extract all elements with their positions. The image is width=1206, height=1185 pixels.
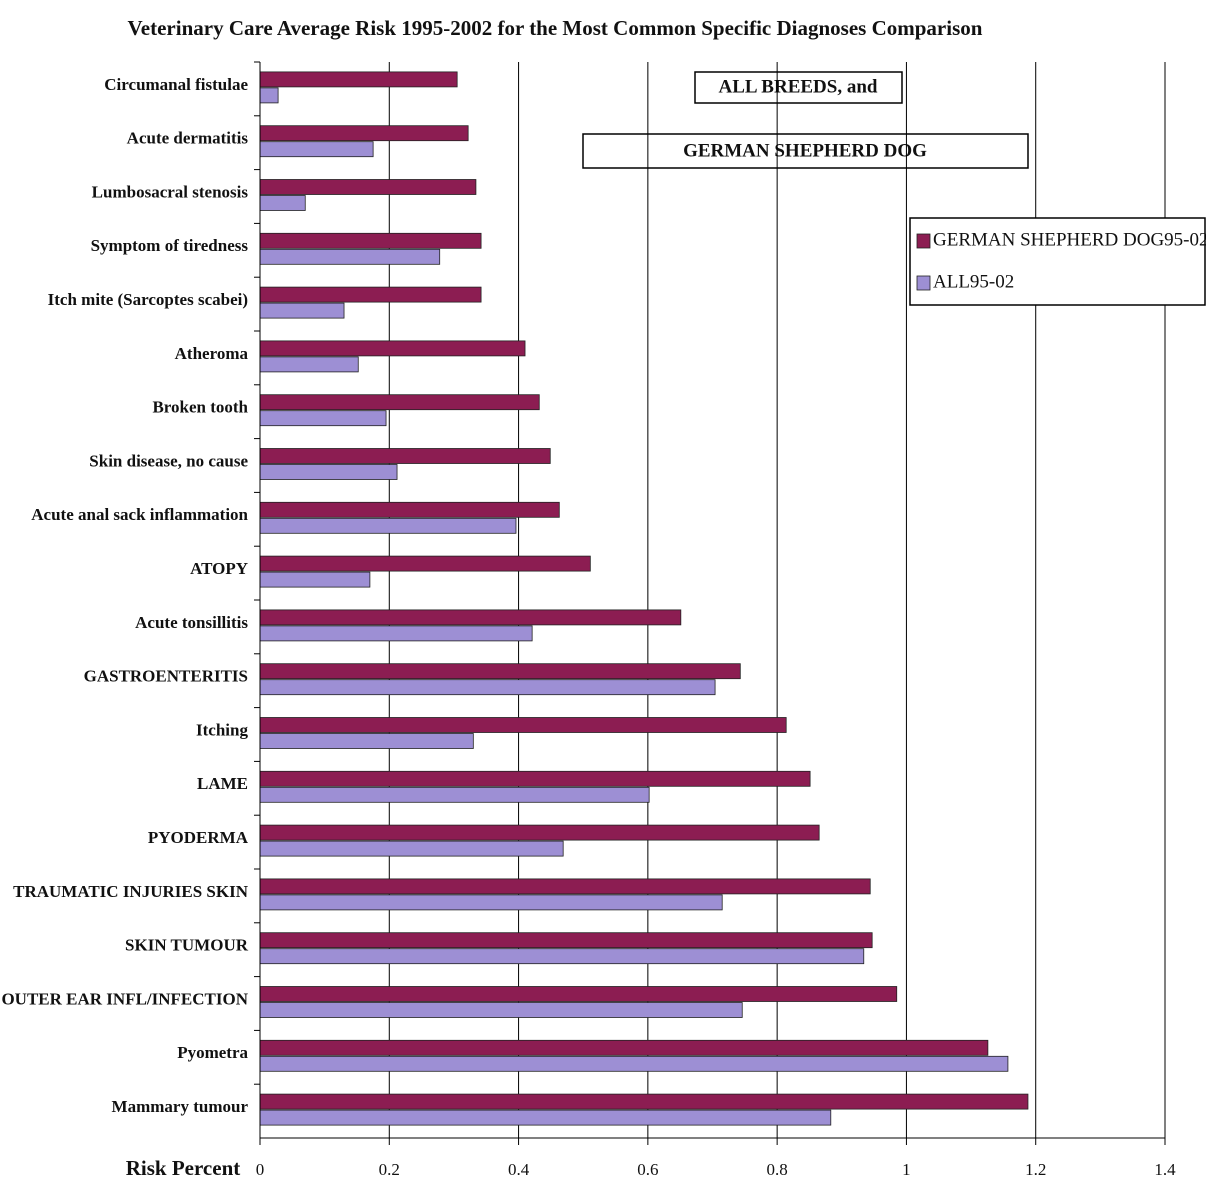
bar (259, 609, 682, 626)
y-tick-label: Atheroma (175, 344, 249, 363)
y-tick-label: Circumanal fistulae (104, 75, 248, 94)
annotation: ALL BREEDS, and (719, 76, 878, 97)
y-tick-label: LAME (197, 774, 248, 793)
y-tick-label: Acute dermatitis (127, 129, 249, 148)
y-tick-label: Skin disease, no cause (89, 451, 248, 470)
bar (259, 1109, 832, 1126)
x-tick-label: 0 (256, 1160, 265, 1179)
y-tick-label: Acute anal sack inflammation (31, 505, 248, 524)
bar (259, 878, 871, 895)
y-tick-label: OUTER EAR INFL/INFECTION (1, 989, 248, 1008)
legend-label: ALL95-02 (933, 271, 1014, 292)
bar (259, 410, 387, 427)
x-tick-label: 1.4 (1154, 1160, 1176, 1179)
bar (259, 286, 482, 303)
y-tick-label: ATOPY (190, 559, 248, 578)
bar (259, 179, 477, 195)
bar (259, 840, 564, 857)
bar (259, 448, 551, 464)
bar (259, 1093, 1029, 1110)
bar (259, 625, 533, 642)
bar (259, 356, 359, 373)
y-tick-label: GASTROENTERITIS (84, 667, 248, 686)
x-tick-label: 0.2 (379, 1160, 400, 1179)
bar (259, 302, 345, 319)
x-tick-label: 0.6 (637, 1160, 658, 1179)
bar (259, 195, 306, 211)
bar (259, 1039, 989, 1056)
x-tick-label: 1.2 (1025, 1160, 1046, 1179)
legend-label: GERMAN SHEPHERD DOG95-02 (933, 229, 1206, 250)
annotation-box (582, 133, 1029, 169)
y-tick-label: Lumbosacral stenosis (92, 182, 249, 201)
bar (259, 87, 279, 104)
bar (259, 340, 526, 357)
bar (259, 824, 820, 841)
bar (259, 248, 441, 265)
bar (259, 125, 469, 142)
legend-swatch (916, 233, 931, 249)
bar (259, 555, 591, 572)
legend-swatch (916, 275, 931, 291)
y-tick-label: TRAUMATIC INJURIES SKIN (13, 882, 249, 901)
x-tick-label: 0.8 (767, 1160, 788, 1179)
bar (259, 1055, 1009, 1072)
y-tick-label: Pyometra (177, 1043, 248, 1062)
bar (259, 679, 716, 696)
bar (259, 894, 723, 911)
y-tick-label: Mammary tumour (112, 1097, 249, 1116)
annotation: GERMAN SHEPHERD DOG (683, 140, 927, 161)
bar (259, 733, 474, 749)
bar (259, 464, 398, 480)
chart-title: Veterinary Care Average Risk 1995-2002 f… (128, 16, 983, 40)
bar (259, 517, 517, 534)
bar (259, 932, 873, 949)
x-tick-label: 1 (902, 1160, 911, 1179)
bar (259, 571, 371, 588)
bar (259, 986, 898, 1002)
bar (259, 1002, 743, 1018)
y-tick-label: Acute tonsillitis (135, 613, 248, 632)
y-tick-label: PYODERMA (148, 828, 249, 847)
annotation-box (694, 71, 903, 104)
y-tick-label: SKIN TUMOUR (125, 936, 249, 955)
bar (259, 394, 540, 411)
bar (259, 717, 787, 733)
bar (259, 141, 374, 158)
y-tick-label: Broken tooth (152, 398, 248, 417)
legend-box (909, 217, 1206, 306)
bar (259, 948, 865, 965)
bar (259, 663, 741, 680)
y-tick-label: Itch mite (Sarcoptes scabei) (48, 290, 248, 309)
x-axis-label: Risk Percent (126, 1156, 241, 1180)
bar (259, 786, 650, 803)
bar (259, 232, 482, 249)
bar (259, 770, 811, 787)
y-tick-label: Symptom of tiredness (91, 236, 249, 255)
x-tick-label: 0.4 (508, 1160, 530, 1179)
y-tick-label: Itching (196, 720, 248, 739)
bar (259, 71, 458, 88)
bar (259, 501, 560, 518)
